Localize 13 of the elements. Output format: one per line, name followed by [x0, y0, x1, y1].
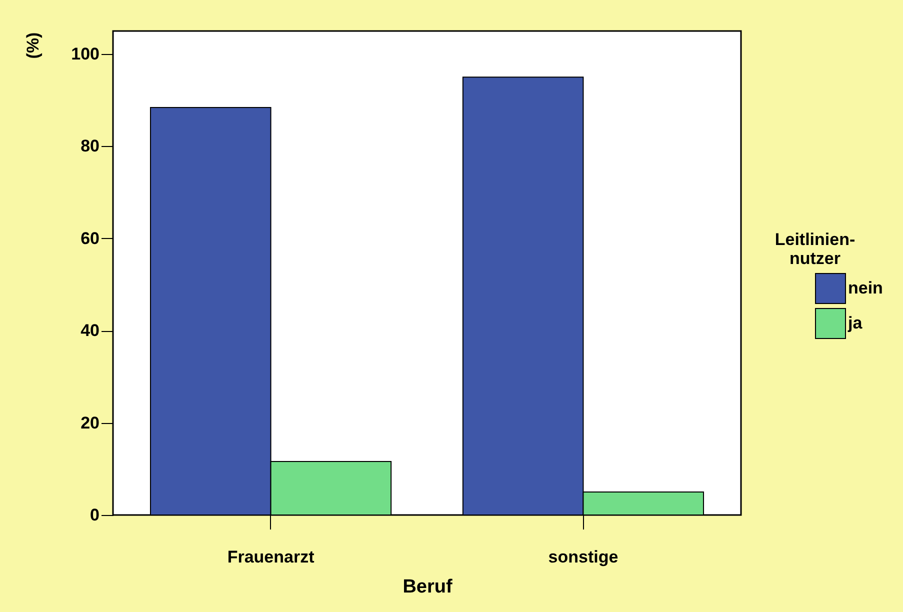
x-tick-label: sonstige	[548, 548, 618, 566]
legend-label: ja	[847, 314, 863, 332]
y-tick-label: 100	[71, 44, 100, 64]
y-tick-label: 20	[80, 413, 100, 432]
x-tick-label: Frauenarzt	[227, 548, 315, 566]
y-tick-label: 80	[80, 136, 100, 156]
legend-label: nein	[848, 278, 883, 298]
legend-title: Leitlinien-nutzer	[774, 230, 856, 268]
y-axis-title: (%)	[24, 32, 42, 59]
y-tick-label: 40	[80, 321, 100, 340]
x-axis-title: Beruf	[402, 576, 453, 598]
y-tick-label: 0	[90, 506, 100, 524]
y-tick-label: 60	[80, 228, 100, 248]
